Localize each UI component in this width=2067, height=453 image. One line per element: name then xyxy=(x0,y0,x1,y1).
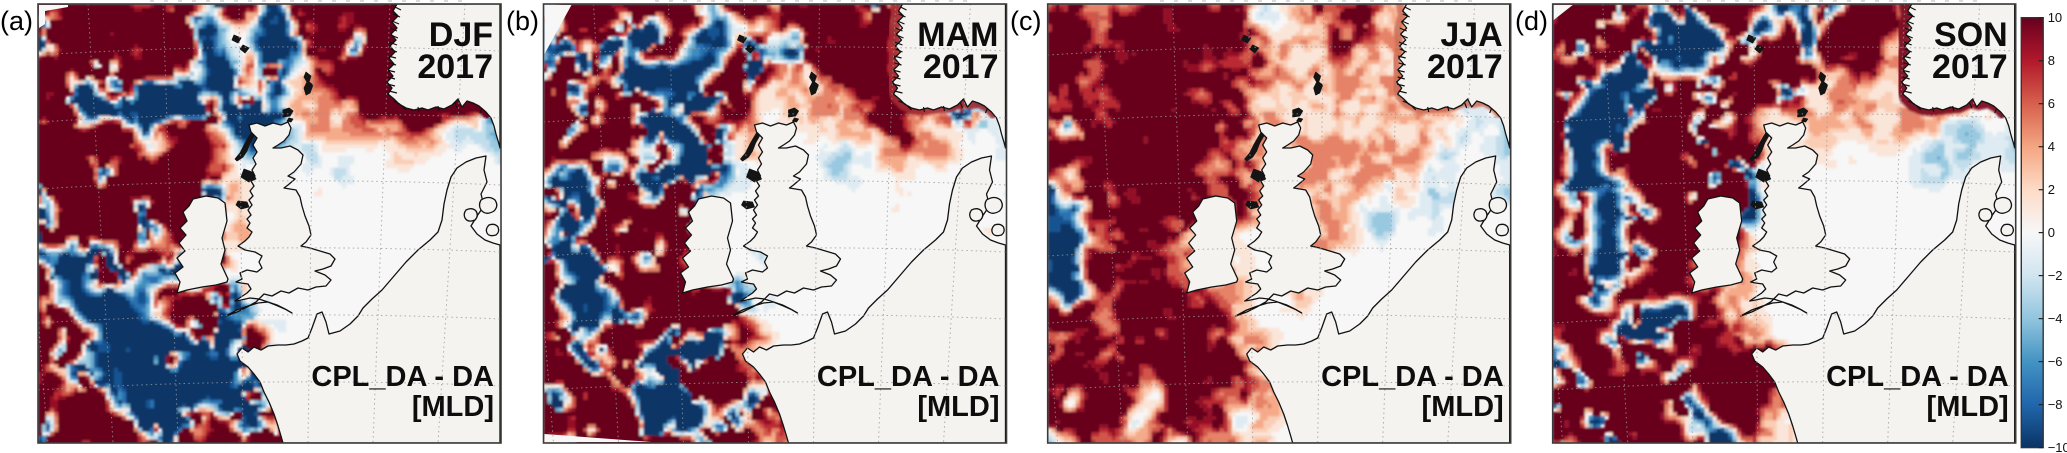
svg-text:(c): (c) xyxy=(1010,6,1041,36)
svg-text:6: 6 xyxy=(2048,96,2055,111)
svg-text:2017: 2017 xyxy=(1427,48,1503,86)
svg-text:2017: 2017 xyxy=(1932,48,2008,86)
svg-text:[MLD]: [MLD] xyxy=(1927,391,2009,423)
svg-text:−4: −4 xyxy=(2048,311,2063,326)
svg-text:SON: SON xyxy=(1934,16,2008,54)
svg-text:−2: −2 xyxy=(2048,268,2063,283)
svg-text:[MLD]: [MLD] xyxy=(917,391,999,423)
svg-text:JJA: JJA xyxy=(1440,16,1502,54)
svg-text:[MLD]: [MLD] xyxy=(1422,391,1504,423)
svg-text:2: 2 xyxy=(2048,182,2055,197)
svg-text:CPL_DA - DA: CPL_DA - DA xyxy=(311,361,494,393)
svg-text:10: 10 xyxy=(2048,10,2062,25)
svg-text:(b): (b) xyxy=(506,6,539,36)
svg-text:−8: −8 xyxy=(2048,397,2063,412)
svg-text:[MLD]: [MLD] xyxy=(412,391,494,423)
svg-text:(d): (d) xyxy=(1515,6,1548,36)
svg-text:CPL_DA - DA: CPL_DA - DA xyxy=(1321,361,1504,393)
svg-text:8: 8 xyxy=(2048,53,2055,68)
svg-text:CPL_DA - DA: CPL_DA - DA xyxy=(1826,361,2009,393)
svg-text:2017: 2017 xyxy=(923,48,999,86)
svg-text:(a): (a) xyxy=(0,6,33,36)
svg-text:CPL_DA - DA: CPL_DA - DA xyxy=(817,361,1000,393)
svg-text:MAM: MAM xyxy=(917,16,998,54)
svg-text:−10: −10 xyxy=(2048,440,2067,453)
svg-text:0: 0 xyxy=(2048,225,2055,240)
svg-text:4: 4 xyxy=(2048,139,2055,154)
svg-text:DJF: DJF xyxy=(429,16,493,54)
svg-text:2017: 2017 xyxy=(417,48,493,86)
svg-text:−6: −6 xyxy=(2048,354,2063,369)
